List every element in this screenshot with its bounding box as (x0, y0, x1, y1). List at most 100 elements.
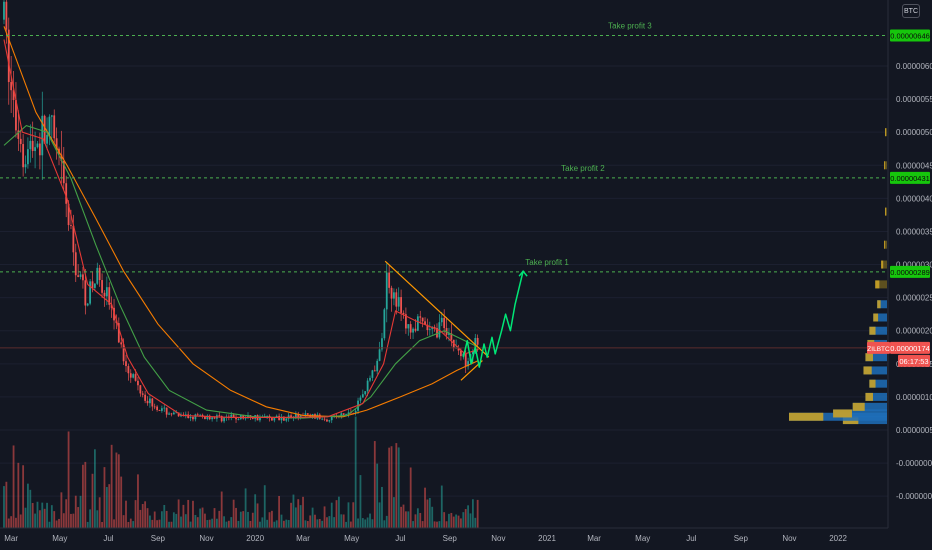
volume-bar (326, 517, 328, 528)
grid (0, 65, 888, 497)
volume-bar (445, 521, 448, 528)
volume-bar (230, 517, 233, 528)
volume-bar (385, 515, 388, 528)
volume-bar (280, 514, 283, 528)
candle-body (476, 337, 479, 345)
profile-bar-value-area (885, 207, 887, 216)
candle-body (414, 328, 417, 331)
volume-bar (103, 467, 106, 528)
candle-body (79, 274, 82, 277)
volume-bar (263, 485, 266, 528)
volume-bar (242, 511, 245, 528)
profile-bar (884, 161, 887, 170)
profile-bar (881, 260, 887, 269)
countdown-badge-text: 06:17:53 (899, 357, 928, 366)
profile-bar (869, 326, 887, 335)
candle-body (192, 417, 194, 420)
volume-bar (359, 475, 362, 528)
candle-body (86, 303, 89, 306)
candle-body (230, 414, 233, 418)
volume-bar (323, 506, 326, 528)
candle-body (156, 406, 158, 410)
profile-bar (865, 353, 887, 362)
volume-bar (412, 521, 414, 528)
candle-body (304, 413, 307, 416)
candle-body (323, 418, 326, 420)
candle-body (122, 344, 125, 362)
volume-bar (271, 510, 273, 528)
volume-bar (101, 521, 103, 528)
volume-bar (218, 510, 221, 528)
candle-body (443, 317, 446, 329)
candle-body (12, 90, 15, 101)
profile-bar (863, 366, 887, 375)
volume-bar (404, 511, 407, 528)
volume-bar (232, 499, 235, 528)
volume-bar (388, 447, 391, 528)
volume-bar (74, 495, 77, 528)
volume-bar (27, 483, 29, 528)
candle-body (3, 1, 5, 20)
profile-bar-value-area (884, 240, 886, 249)
candle-body (232, 414, 235, 418)
volume-bar (469, 513, 472, 528)
volume-bar (464, 509, 467, 528)
volume-bar (311, 507, 314, 528)
candle-body (450, 333, 453, 340)
candle-body (65, 183, 68, 204)
candle-body (393, 292, 395, 299)
volume-bar (93, 449, 96, 528)
volume-bar (48, 521, 51, 528)
volume-bar (86, 521, 89, 528)
volume-bar (113, 519, 115, 528)
volume-bar (165, 510, 168, 528)
profile-bar-value-area (833, 409, 852, 418)
volume-bar (383, 520, 386, 528)
volume-bar (273, 521, 276, 528)
candle-body (471, 351, 474, 355)
candle-body (189, 417, 192, 419)
volume-bar (144, 501, 147, 528)
resistance-trendline (384, 260, 490, 358)
currency-toggle-button[interactable]: BTC (902, 4, 920, 18)
moving-averages (3, 26, 479, 419)
volume-bar (201, 507, 204, 528)
x-tick-label: 2022 (829, 534, 847, 543)
candle-body (237, 418, 240, 420)
candle-body (55, 138, 58, 149)
volume-bar (125, 500, 127, 528)
volume-bar (438, 521, 441, 528)
candle-body (120, 342, 123, 345)
take-profit-badge-text: 0.00000646 (890, 32, 930, 41)
volume-bar (431, 506, 434, 528)
volume-bar (79, 495, 82, 528)
current-price-badge-text: 0.00000174 (890, 344, 930, 353)
candle-body (31, 140, 34, 152)
volume-bar (41, 502, 44, 528)
volume-bar (402, 504, 405, 528)
volume-bar (371, 519, 374, 528)
time-axis[interactable]: Mar May Jul Sep Nov 2020 Mar May Jul Sep Nov 2021 Ma… (4, 534, 847, 543)
candle-body (98, 267, 101, 281)
volume-bar (436, 521, 438, 528)
take-profit-badge-bg (890, 29, 930, 42)
volume-bar (357, 518, 359, 528)
volume-bar (318, 518, 321, 528)
volume-bar (58, 518, 60, 528)
candle-body (385, 272, 388, 310)
candle-body (19, 138, 22, 145)
profile-bar-value-area (865, 353, 873, 362)
candle-body (378, 349, 381, 361)
take-profit-label: Take profit 3 (608, 22, 652, 31)
candle-body (371, 370, 374, 378)
volume-bar (223, 516, 225, 528)
volume-bar (369, 513, 371, 528)
volume-bar (462, 512, 465, 528)
volume-bar (5, 481, 8, 528)
x-tick-label: Sep (151, 534, 166, 543)
